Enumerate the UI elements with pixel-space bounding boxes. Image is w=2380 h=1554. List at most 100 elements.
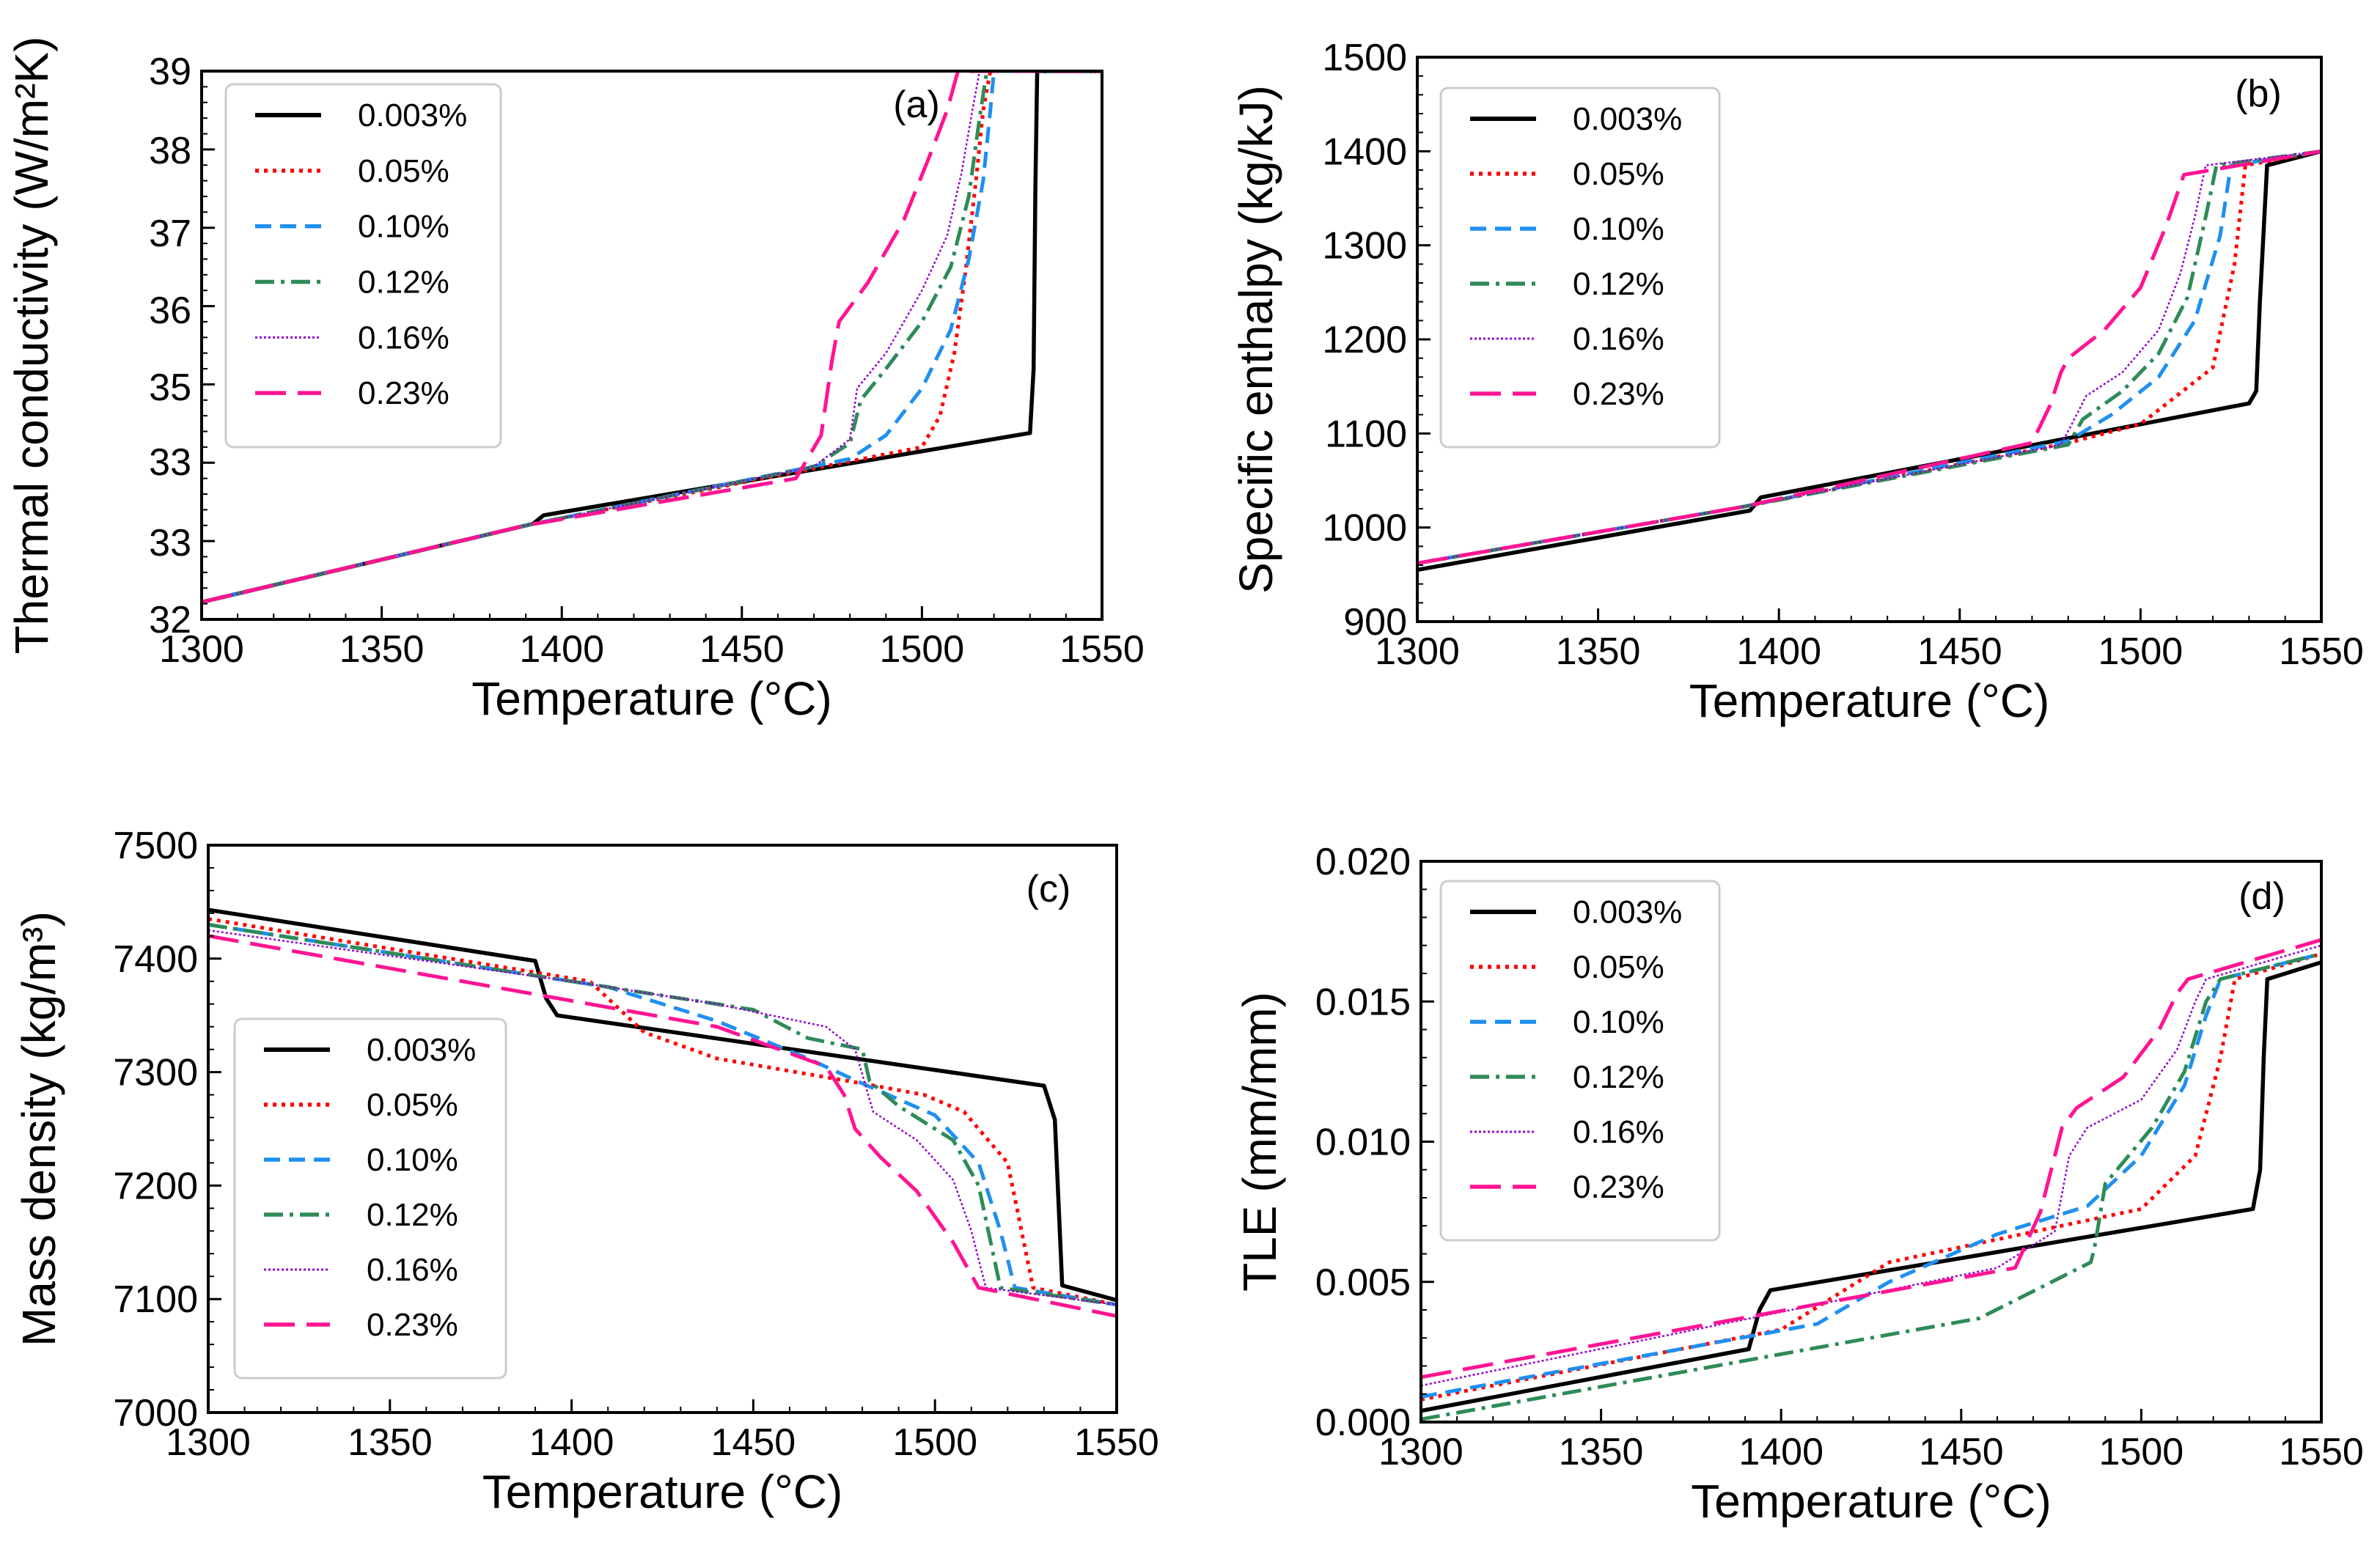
legend-label: 0.05% [367, 1087, 458, 1123]
x-tick-label: 1550 [1074, 1421, 1159, 1464]
y-tick-label: 33 [149, 522, 191, 564]
series-line-0.16pct [208, 929, 1117, 1306]
x-tick-label: 1300 [159, 628, 244, 671]
y-tick-label: 0.005 [1315, 1262, 1411, 1304]
legend-label: 0.23% [358, 375, 449, 411]
legend-label: 0.23% [1573, 376, 1664, 412]
series-line-0.23pct [202, 71, 1102, 604]
x-tick-label: 1400 [519, 628, 604, 671]
legend: 0.003% 0.05% 0.10% 0.12% 0.16% 0.23% [224, 83, 502, 449]
series-line-0.10pct [1417, 149, 2321, 565]
x-axis-label: Temperature (°C) [482, 1465, 843, 1518]
y-tick-label: 35 [149, 367, 191, 409]
legend: 0.003% 0.05% 0.10% 0.12% 0.16% 0.23% [1439, 86, 1721, 449]
legend-label: 0.23% [367, 1307, 458, 1343]
x-axis-label: Temperature (°C) [471, 672, 832, 725]
legend-label: 0.12% [1573, 266, 1664, 302]
chart-panel-c: 1300 1350 1400 1450 1500 1550 7000 7100 7200 7300… [12, 825, 1159, 1518]
legend-label: 0.05% [1573, 949, 1664, 985]
y-tick-label: 1200 [1322, 319, 1407, 361]
x-tick-label: 1450 [699, 628, 785, 671]
y-tick-label: 7100 [113, 1278, 198, 1321]
series-line-0.12pct [1417, 149, 2321, 565]
legend-box [224, 83, 502, 449]
series-line-0.12pct [1421, 951, 2321, 1421]
y-tick-label: 36 [149, 290, 191, 332]
y-tick-label: 32 [149, 599, 191, 641]
legend-label: 0.003% [367, 1032, 476, 1068]
y-tick-label: 39 [149, 51, 191, 93]
x-tick-label: 1450 [711, 1421, 796, 1464]
legend-label: 0.10% [1573, 211, 1664, 247]
y-tick-label: 900 [1343, 601, 1407, 644]
y-tick-label: 1300 [1322, 225, 1407, 268]
series-line-0.16pct [1421, 944, 2321, 1387]
x-tick-label: 1450 [1919, 1431, 2004, 1473]
y-tick-label: 1400 [1322, 130, 1407, 173]
legend-label: 0.16% [358, 320, 449, 356]
legend-label: 0.003% [358, 97, 467, 133]
y-tick-label: 37 [149, 213, 191, 255]
series-line-0.10pct [1421, 951, 2321, 1399]
x-tick-label: 1350 [348, 1421, 433, 1464]
series-group [202, 71, 1102, 605]
series-line-0.16pct [1417, 150, 2321, 564]
x-tick-label: 1400 [1736, 630, 1821, 673]
x-axis-label: Temperature (°C) [1691, 1475, 2052, 1528]
x-tick-label: 1350 [1556, 630, 1641, 673]
series-line-0.05pct [202, 71, 1102, 604]
legend-label: 0.16% [367, 1252, 458, 1288]
legend-label: 0.12% [358, 265, 449, 301]
y-tick-label: 1500 [1322, 37, 1407, 79]
legend-box [233, 1017, 507, 1380]
y-tick-label: 0.015 [1315, 981, 1411, 1023]
x-tick-label: 1500 [2098, 630, 2183, 673]
y-tick-label: 0.020 [1315, 841, 1411, 883]
series-line-0.003pct [208, 907, 1117, 1303]
x-tick-label: 1400 [1738, 1431, 1823, 1473]
chart-panel-b: 1300 1350 1400 1450 1500 1550 900 1000 1100 1200 1… [1230, 37, 2364, 727]
legend-label: 0.12% [1573, 1059, 1664, 1095]
legend-label: 0.10% [367, 1142, 458, 1178]
series-group [1421, 938, 2321, 1421]
legend-label: 0.05% [1573, 156, 1664, 192]
x-tick-label: 1500 [892, 1421, 977, 1464]
x-tick-label: 1300 [166, 1421, 251, 1464]
series-group [1417, 149, 2321, 572]
legend: 0.003% 0.05% 0.10% 0.12% 0.16% 0.23% [233, 1017, 507, 1380]
panel-tag: (b) [2235, 73, 2282, 115]
y-tick-label: 7500 [113, 825, 198, 867]
y-tick-label: 7300 [113, 1052, 198, 1094]
y-tick-label: 33 [149, 441, 191, 484]
y-tick-label: 7200 [113, 1165, 198, 1207]
x-tick-label: 1550 [1059, 628, 1145, 671]
x-tick-label: 1550 [2279, 630, 2364, 673]
y-tick-label: 0.000 [1315, 1402, 1411, 1444]
y-tick-label: 1000 [1322, 507, 1407, 550]
legend-label: 0.003% [1573, 894, 1682, 930]
panel-tag: (d) [2238, 875, 2285, 918]
x-tick-label: 1350 [1559, 1431, 1644, 1473]
y-axis-label: Mass density (kg/m³) [12, 911, 65, 1347]
y-tick-label: 7400 [113, 938, 198, 981]
legend-label: 0.003% [1573, 101, 1682, 137]
legend-label: 0.10% [1573, 1004, 1664, 1040]
panel-tag: (c) [1026, 868, 1071, 910]
legend-label: 0.16% [1573, 321, 1664, 357]
x-tick-label: 1300 [1378, 1431, 1463, 1473]
series-line-0.23pct [1421, 938, 2321, 1380]
legend-label: 0.05% [358, 153, 449, 189]
series-line-0.23pct [208, 934, 1117, 1318]
chart-panel-a: 1300 1350 1400 1450 1500 1550 32 33 33 35 36 37 38 39… [5, 37, 1145, 725]
x-axis-label: Temperature (°C) [1689, 674, 2050, 727]
y-axis-label: TLE (mm/mm) [1233, 992, 1286, 1292]
legend-box [1439, 880, 1721, 1242]
series-line-0.16pct [202, 71, 1102, 603]
x-tick-label: 1550 [2279, 1431, 2364, 1473]
y-tick-label: 0.010 [1315, 1122, 1411, 1164]
axes-frame [207, 844, 1118, 1414]
x-tick-label: 1450 [1917, 630, 2002, 673]
y-tick-label: 38 [149, 130, 191, 172]
series-group [208, 907, 1117, 1318]
